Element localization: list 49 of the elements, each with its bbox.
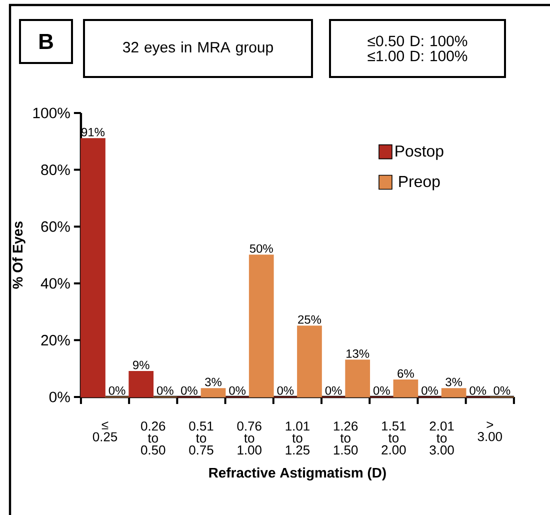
data-label: 3%	[205, 378, 222, 386]
data-label: 0%	[181, 386, 198, 395]
x-tick-label: 0.26 to 0.50	[141, 422, 166, 455]
bar	[297, 326, 322, 398]
data-label: 13%	[346, 349, 370, 358]
data-label: 0%	[470, 386, 486, 395]
y-tick-label: 0%	[49, 392, 70, 402]
x-tick-label: 0.51 to 0.75	[189, 422, 214, 455]
text: B	[40, 34, 53, 50]
data-label: 50%	[250, 244, 273, 253]
x-tick-label: 1.51 to 2.00	[382, 422, 406, 454]
legend-label: Preop	[399, 176, 440, 190]
x-tick-label: 1.01 to 1.25	[286, 422, 310, 455]
text: 32 eyes in MRA group	[122, 42, 273, 56]
y-tick-label: 40%	[40, 278, 70, 289]
x-axis-title: Refractive Astigmatism (D)	[209, 467, 386, 480]
data-label: 25%	[298, 315, 322, 324]
y-tick-label: 60%	[41, 221, 70, 232]
legend-label: Postop	[396, 146, 444, 160]
data-label: 3%	[446, 378, 462, 386]
text: ≤0.50 D: 100%	[368, 36, 468, 46]
x-tick-label: 0.76 to 1.00	[237, 422, 262, 455]
data-label: 6%	[398, 369, 414, 378]
y-tick-label: 20%	[41, 334, 70, 346]
y-axis-title: % Of Eyes	[12, 221, 26, 289]
y-tick-label: 100%	[33, 108, 70, 118]
bar	[248, 254, 274, 398]
data-label: 0%	[325, 386, 342, 395]
bar	[128, 371, 154, 398]
data-label: 91%	[82, 128, 105, 136]
data-label: 9%	[133, 360, 150, 370]
data-label: 0%	[373, 386, 390, 395]
data-label: 0%	[422, 386, 438, 395]
data-label: 0%	[229, 386, 246, 395]
bar	[80, 138, 106, 398]
bar	[200, 388, 226, 398]
y-tick-label: 80%	[41, 164, 70, 176]
data-label: 0%	[156, 386, 174, 395]
x-tick-label: 1.26 to 1.50	[334, 422, 358, 455]
data-label: 0%	[108, 386, 126, 395]
bar	[393, 380, 418, 398]
text: ≤1.00 D: 100%	[368, 50, 468, 62]
x-tick-label: 2.01 to 3.00	[430, 422, 454, 455]
x-tick-label: > 3.00	[478, 422, 502, 442]
x-tick-label: ≤ 0.25	[92, 422, 118, 442]
bar	[345, 360, 370, 398]
data-label: 0%	[494, 386, 510, 395]
bar	[441, 388, 466, 398]
data-label: 0%	[277, 386, 294, 395]
